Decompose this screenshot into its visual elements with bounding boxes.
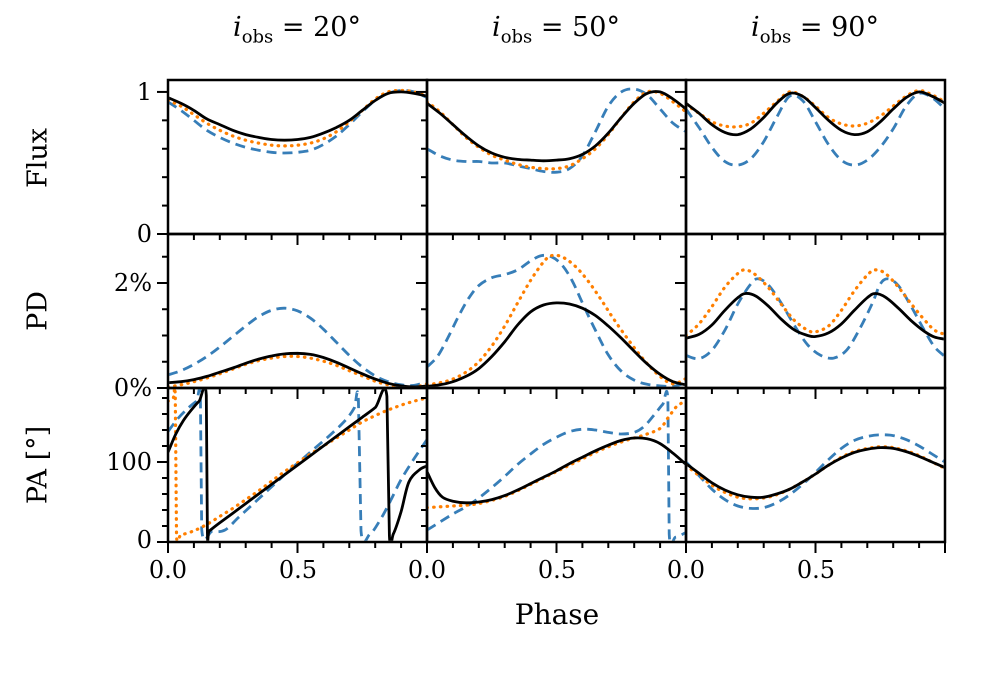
title-var: i [492,12,501,43]
curve-dotted [428,89,685,171]
curve-dashed [687,277,944,361]
curve-dotted [428,399,685,510]
curve-solid [687,90,944,137]
axis-ticks [416,255,687,399]
curve-dashed [428,390,685,541]
title-rest: = 20° [273,12,361,43]
xtick-c0-0.5: 0.5 [278,556,318,584]
panel-r0c2 [675,78,947,245]
panel-r2c1 [416,386,688,553]
panel-r1c0 [157,232,429,399]
panel-r1c1 [416,232,688,399]
title-sub: obs [500,26,533,48]
xtick-c0-0.0: 0.0 [148,556,188,584]
curve-dotted [687,88,944,129]
curve-dashed [169,89,426,155]
curve-solid [169,90,426,142]
curve-dotted [687,268,944,337]
xtick-c1-0.0: 0.0 [407,556,447,584]
column-title-iobs-90: iobs = 90° [695,12,935,47]
panel-r1c2 [675,232,947,399]
panel-border [684,386,947,544]
panel-border [166,78,429,236]
curve-dashed [687,433,944,510]
axis-ticks [675,397,946,553]
ytick-flux-0: 0 [136,220,152,248]
curve-dashed [687,91,944,167]
curves [169,306,426,387]
ylabel-flux: Flux [22,128,54,188]
axis-ticks [675,255,946,399]
title-rest: = 50° [532,12,620,43]
xtick-c1-0.5: 0.5 [537,556,577,584]
axis-ticks [416,397,687,553]
panel-border [425,78,688,236]
curves [687,88,944,167]
xtick-c2-0.5: 0.5 [796,556,836,584]
title-var: i [751,12,760,43]
curve-dotted [428,253,685,387]
ytick-pa-100: 100 [106,448,152,476]
panel-r0c0 [157,78,429,245]
ytick-pd-2pct: 2% [113,269,152,297]
curve-solid [169,389,426,541]
title-rest: = 90° [791,12,879,43]
curves [428,253,685,387]
xlabel-phase: Phase [514,598,600,631]
curve-solid [687,446,944,499]
panel-border [684,78,947,236]
column-title-iobs-50: iobs = 50° [436,12,676,47]
title-sub: obs [759,26,792,48]
curve-dashed [169,306,426,387]
curves [687,268,944,361]
xtick-c2-0.0: 0.0 [666,556,706,584]
curve-solid [428,436,685,505]
ytick-pd-0pct: 0% [113,374,152,402]
panel-r2c0 [157,386,429,553]
axis-ticks [416,90,687,245]
curve-solid [687,292,944,341]
panel-border [425,386,688,544]
ylabel-pd: PD [22,291,54,331]
curve-dashed [428,253,685,387]
curve-solid [169,351,426,387]
axis-ticks [675,90,946,245]
panel-r0c1 [416,78,688,245]
curve-dotted [169,389,426,541]
ytick-pa-0: 0 [136,526,152,554]
title-sub: obs [241,26,274,48]
curves [169,88,426,155]
curve-solid [428,301,685,387]
curve-dotted [169,354,426,387]
title-var: i [233,12,242,43]
column-title-iobs-20: iobs = 20° [177,12,417,47]
curve-solid [428,90,685,163]
panel-r2c2 [675,386,947,553]
curves [428,390,685,541]
curves [428,87,685,174]
curves [169,389,426,541]
curves [687,433,944,510]
axis-ticks [157,90,428,245]
ytick-flux-1: 1 [136,78,152,106]
